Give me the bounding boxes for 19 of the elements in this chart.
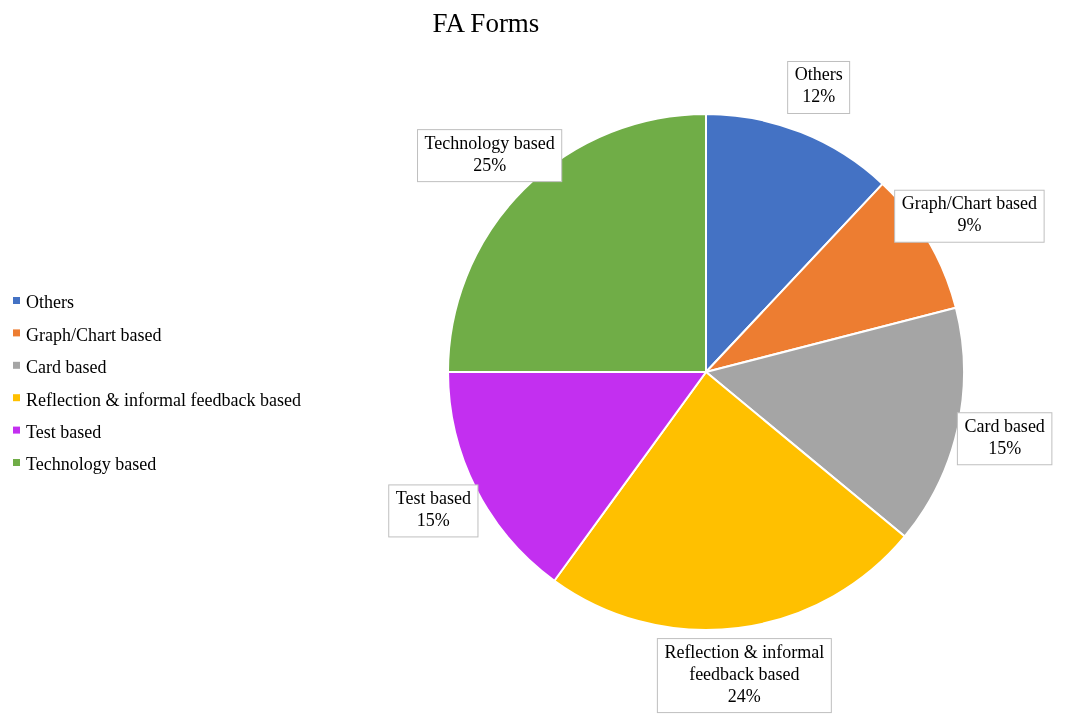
slice-label: Card based [964,415,1045,436]
chart-title: FA Forms [432,8,540,38]
legend-label: Card based [26,357,107,378]
data-label: 9% [957,215,982,236]
slice-label: Reflection & informal feedback based [664,641,825,684]
legend-label: Reflection & informal feedback based [26,389,301,410]
data-label: 12% [802,86,836,107]
legend-label: Graph/Chart based [26,324,162,345]
legend-label: Technology based [26,454,157,475]
data-label: 15% [416,509,450,530]
slice-label: Technology based [424,132,555,153]
data-label: 24% [727,685,761,706]
legend-label: Others [26,292,74,313]
slice-label: Graph/Chart based [901,193,1038,214]
data-label: 25% [473,154,507,175]
data-label: 15% [988,437,1022,458]
legend-label: Test based [26,421,102,442]
slice-label: Others [794,64,843,85]
slice-label: Test based [395,487,471,508]
